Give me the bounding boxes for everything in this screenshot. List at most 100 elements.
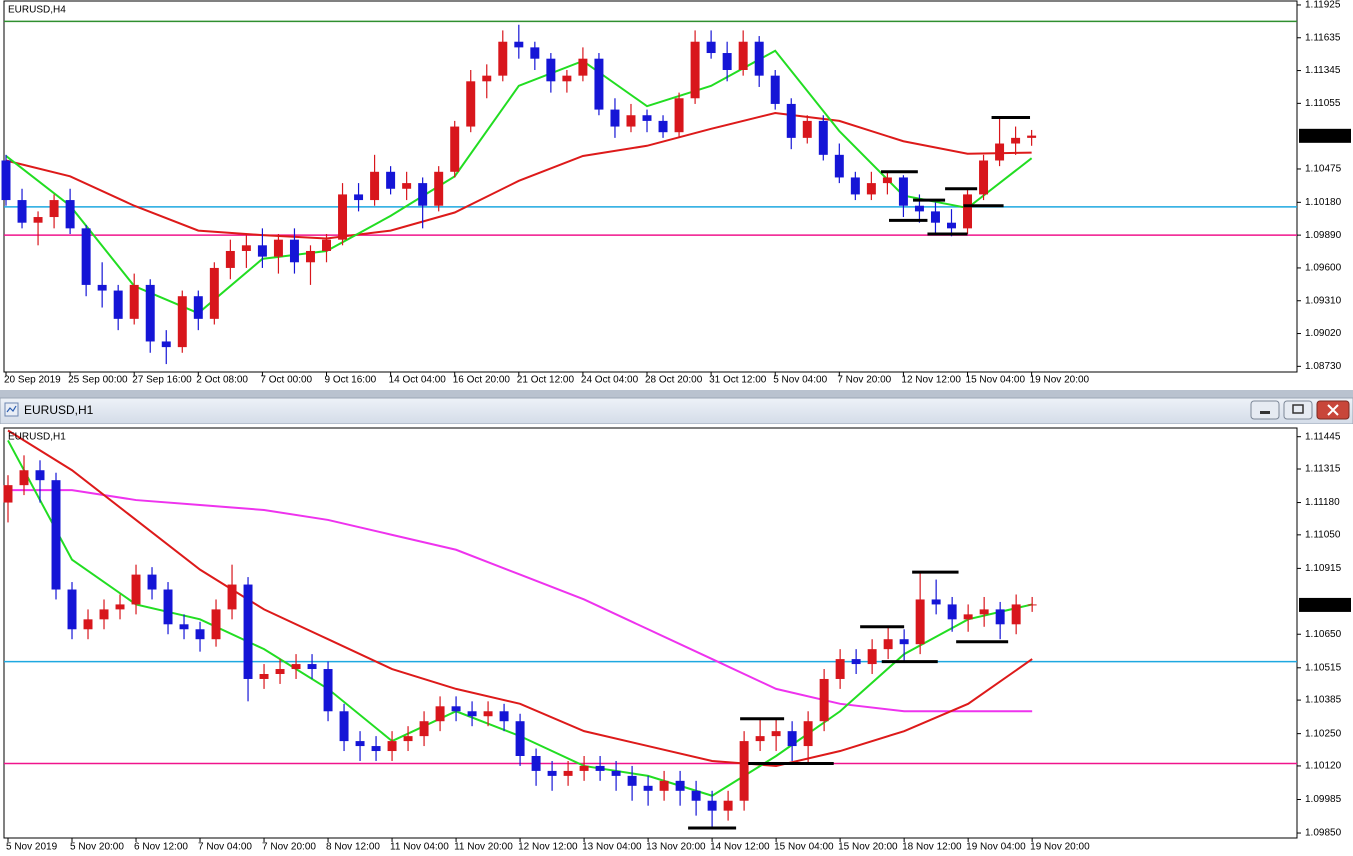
x-tick-label: 20 Sep 2019 <box>4 375 61 386</box>
x-tick-label: 8 Nov 12:00 <box>326 842 380 853</box>
x-tick-label: 14 Nov 12:00 <box>710 842 770 853</box>
y-tick-label: 1.09020 <box>1305 328 1342 339</box>
x-tick-label: 24 Oct 04:00 <box>581 375 639 386</box>
y-tick-label: 1.10515 <box>1305 662 1342 673</box>
candle-body <box>914 205 924 212</box>
y-tick-label: 1.10475 <box>1305 164 1342 175</box>
window-gap <box>0 390 1353 398</box>
y-tick-label: 1.10120 <box>1305 761 1342 772</box>
candle-body <box>209 267 219 319</box>
y-tick-label: 1.10915 <box>1305 563 1342 574</box>
candle-body <box>339 711 349 742</box>
x-tick-label: 15 Nov 04:00 <box>774 842 834 853</box>
x-tick-label: 11 Nov 20:00 <box>454 842 513 853</box>
x-tick-label: 5 Nov 2019 <box>6 842 58 853</box>
candle-body <box>594 58 604 110</box>
x-tick-label: 2 Oct 08:00 <box>196 375 248 386</box>
candle-body <box>3 485 13 503</box>
x-tick-label: 27 Sep 16:00 <box>132 375 192 386</box>
candle-body <box>97 284 107 291</box>
candle-body <box>786 103 796 138</box>
candle-body <box>1011 137 1021 144</box>
moving-average <box>5 49 1033 315</box>
candle-body <box>515 721 525 756</box>
candle-body <box>835 659 845 679</box>
window-buttons[interactable] <box>1250 400 1350 420</box>
x-tick-label: 7 Nov 20:00 <box>262 842 316 853</box>
candle-body <box>707 800 717 811</box>
candle-body <box>1011 604 1021 625</box>
x-tick-label: 21 Oct 12:00 <box>517 375 575 386</box>
candle-body <box>243 584 253 679</box>
moving-average <box>8 489 1033 713</box>
candle-body <box>115 604 125 610</box>
x-tick-label: 13 Nov 20:00 <box>646 842 706 853</box>
candle-body <box>307 664 317 670</box>
y-tick-label: 1.10180 <box>1305 197 1342 208</box>
x-tick-label: 7 Nov 20:00 <box>837 375 891 386</box>
y-tick-label: 1.09850 <box>1305 828 1342 839</box>
candle-body <box>898 177 908 206</box>
candle-body <box>193 296 203 319</box>
x-tick-label: 5 Nov 20:00 <box>70 842 124 853</box>
last-price-box <box>1299 128 1351 143</box>
candle-body <box>195 629 205 640</box>
candle-body <box>738 41 748 70</box>
candle-body <box>305 250 315 263</box>
candle-body <box>818 120 828 155</box>
y-tick-label: 1.09890 <box>1305 230 1342 241</box>
candle-body <box>67 589 77 630</box>
candle-body <box>49 200 59 218</box>
candle-body <box>514 41 524 48</box>
plot-area <box>3 0 1298 373</box>
candle-body <box>706 41 716 54</box>
candle-body <box>289 239 299 263</box>
close-glyph <box>1327 404 1339 416</box>
candle-body <box>419 721 429 737</box>
candle-body <box>722 53 732 70</box>
candle-body <box>610 109 620 127</box>
candle-body <box>435 706 445 722</box>
candle-body <box>323 669 333 712</box>
x-tick-label: 28 Oct 20:00 <box>645 375 703 386</box>
candle-body <box>291 664 301 670</box>
candle-body <box>979 609 989 615</box>
candle-body <box>1027 135 1037 138</box>
candle-body <box>930 211 940 223</box>
candle-body <box>626 115 636 127</box>
candle-body <box>899 639 909 645</box>
x-tick-label: 7 Oct 00:00 <box>260 375 312 386</box>
y-tick-label: 1.09985 <box>1305 794 1342 805</box>
moving-average <box>5 111 1032 240</box>
candle-body <box>659 780 669 791</box>
candle-body <box>643 785 653 791</box>
x-tick-label: 9 Oct 16:00 <box>325 375 377 386</box>
candle-body <box>467 711 477 717</box>
minimize-glyph <box>1260 411 1270 414</box>
candle-body <box>17 200 27 223</box>
candle-body <box>147 574 157 590</box>
candle-body <box>51 480 61 590</box>
candle-body <box>723 800 733 811</box>
candle-body <box>867 649 877 665</box>
candle-body <box>387 741 397 752</box>
candle-body <box>947 222 956 229</box>
minimize-button[interactable] <box>1250 400 1280 420</box>
candle-body <box>883 639 893 650</box>
candle-body <box>562 75 572 82</box>
candle-body <box>754 41 764 76</box>
y-tick-label: 1.09310 <box>1305 295 1342 306</box>
candle-body <box>81 228 91 285</box>
candle-body <box>129 284 139 319</box>
y-tick-label: 1.10650 <box>1305 629 1342 640</box>
candle-body <box>563 770 573 776</box>
candle-body <box>578 58 588 76</box>
candle-body <box>451 706 461 712</box>
candle-body <box>819 678 829 722</box>
candle-body <box>434 171 444 206</box>
title-bar <box>0 397 1353 425</box>
candle-body <box>595 765 605 771</box>
candle-body <box>403 736 413 742</box>
candle-body <box>866 183 876 195</box>
restore-button[interactable] <box>1283 400 1313 420</box>
